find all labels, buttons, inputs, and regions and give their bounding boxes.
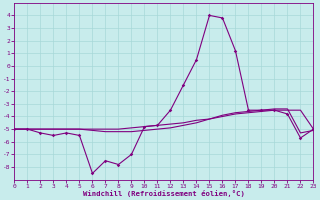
X-axis label: Windchill (Refroidissement éolien,°C): Windchill (Refroidissement éolien,°C)	[83, 190, 245, 197]
